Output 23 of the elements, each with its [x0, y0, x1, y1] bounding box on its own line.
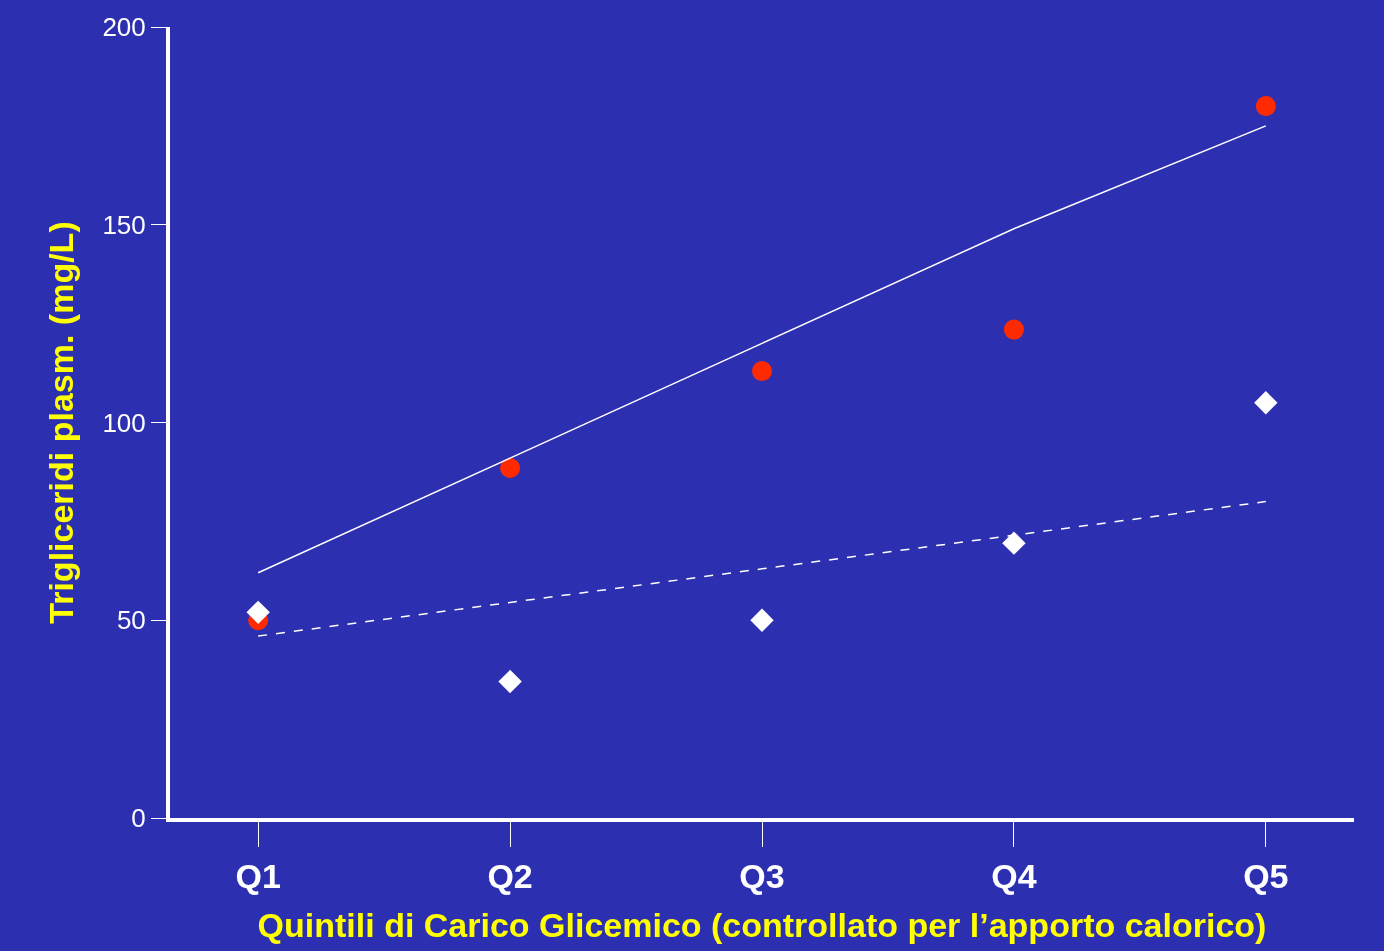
x-axis-title: Quintili di Carico Glicemico (controllato per l’apporto calorico) — [257, 905, 1267, 944]
point — [1002, 531, 1026, 555]
point — [1254, 391, 1278, 415]
x-tick-label: Q3 — [739, 856, 785, 895]
point — [752, 361, 772, 382]
point — [500, 457, 521, 478]
point — [246, 600, 270, 625]
x-tick-label: Q1 — [235, 856, 281, 895]
point — [498, 669, 522, 694]
y-tick-label: 100 — [102, 407, 146, 438]
point — [1255, 96, 1276, 117]
y-tick-label: 0 — [131, 803, 146, 834]
y-tick-label: 200 — [102, 12, 146, 43]
x-tick-label: Q2 — [487, 856, 533, 895]
line-series — [257, 125, 1267, 574]
line-series — [257, 500, 1267, 637]
x-tick-label: Q5 — [1243, 856, 1289, 895]
x-tick-label: Q4 — [991, 856, 1037, 895]
y-tick-label: 150 — [102, 209, 146, 240]
y-axis-title: Trigliceridi plasm. (mg/L) — [41, 221, 80, 624]
point — [1003, 319, 1024, 340]
point — [750, 608, 774, 632]
y-tick-label: 50 — [116, 605, 146, 636]
